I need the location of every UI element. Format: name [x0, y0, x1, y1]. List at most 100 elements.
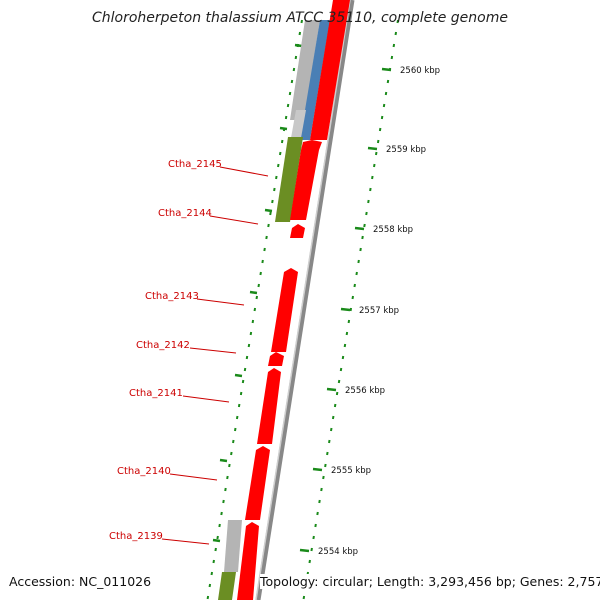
gene-label: Ctha_2143 — [145, 291, 199, 302]
gc-dot — [237, 403, 241, 408]
gc-dot — [341, 355, 345, 360]
gc-dot — [308, 559, 311, 564]
gc-dot — [322, 475, 325, 480]
gc-dot — [357, 259, 360, 264]
gc-dot — [326, 451, 329, 456]
gc-dot — [333, 403, 337, 408]
gc-dot — [331, 415, 335, 420]
gene-label: Ctha_2144 — [158, 208, 212, 219]
gc-dot — [267, 223, 270, 228]
gc-dot — [298, 31, 302, 36]
gc-marker — [279, 126, 288, 131]
gc-dot — [269, 211, 272, 216]
gc-marker — [219, 458, 228, 463]
scale-tick-mark — [367, 146, 378, 151]
accession-text: Accession: NC_011026 — [9, 574, 152, 589]
gc-dot — [278, 151, 282, 156]
gc-dot — [392, 43, 396, 48]
gc-dot — [361, 235, 364, 240]
gc-dot — [396, 19, 399, 24]
gc-dot — [263, 247, 266, 252]
gc-dot — [261, 259, 264, 264]
gc-dot — [316, 511, 319, 516]
gc-dot — [376, 139, 380, 144]
scale-tick-label: 2555 kbp — [331, 466, 371, 476]
gc-dot — [275, 175, 278, 180]
gene-label: Ctha_2141 — [129, 388, 183, 399]
gc-dot — [280, 139, 284, 144]
gc-dot — [218, 523, 221, 528]
gc-dot — [234, 427, 237, 432]
gc-dot — [312, 535, 315, 540]
scale-tick-label: 2560 kbp — [400, 66, 440, 76]
gc-dot — [216, 535, 219, 540]
gc-dot — [251, 319, 255, 324]
gc-dot — [343, 343, 347, 348]
gc-dot — [286, 103, 290, 108]
gc-dot — [273, 187, 276, 192]
scale-tick-label: 2557 kbp — [359, 306, 399, 316]
gc-dot — [206, 595, 210, 600]
gc-dot — [318, 499, 321, 504]
gc-dot — [320, 487, 323, 492]
gc-dot — [394, 31, 398, 36]
gc-dot — [300, 19, 303, 24]
gc-dot — [302, 595, 306, 600]
genome-summary-text: Topology: circular; Length: 3,293,456 bp… — [260, 574, 600, 589]
gc-marker — [212, 538, 221, 543]
gc-dot — [230, 451, 233, 456]
gc-dot — [353, 283, 356, 288]
scale-tick-mark — [326, 387, 337, 392]
gc-dot — [330, 427, 333, 432]
gene-label-leader — [196, 298, 245, 306]
gc-dot — [265, 235, 268, 240]
gc-dot — [347, 319, 351, 324]
gc-dot — [224, 487, 227, 492]
gc-dot — [339, 367, 343, 372]
gc-dot — [290, 79, 294, 84]
gene-label: Ctha_2145 — [168, 159, 222, 170]
genome-title: Chloroherpeton thalassium ATCC 35110, co… — [92, 10, 508, 26]
gc-dot — [335, 391, 339, 396]
scale-tick-mark — [312, 467, 323, 472]
gene-feature-gray-bottom — [224, 520, 242, 572]
gc-dot — [373, 163, 376, 168]
gc-dot — [378, 127, 382, 132]
scale-tick-mark — [354, 226, 365, 231]
gc-dot — [277, 163, 280, 168]
gc-dot — [349, 307, 353, 312]
gc-dot — [292, 67, 296, 72]
gc-dot — [371, 175, 374, 180]
gene-label-leader — [189, 347, 237, 354]
gc-dot — [222, 499, 225, 504]
gene-label: Ctha_2142 — [136, 340, 190, 351]
gc-dot — [243, 367, 247, 372]
gc-dot — [345, 331, 349, 336]
gc-dot — [328, 439, 331, 444]
gene-label-leader — [182, 395, 230, 403]
gc-dot — [241, 379, 245, 384]
gc-dot — [253, 307, 257, 312]
gc-dot — [235, 415, 239, 420]
genome-backbone — [255, 0, 355, 600]
gene-feature-green-bottom — [218, 572, 236, 600]
gc-dot — [382, 103, 386, 108]
gene-feature-gray-top — [290, 20, 320, 120]
gc-marker — [249, 290, 258, 295]
gene-feature-gray-mid — [291, 110, 306, 138]
gc-dot — [337, 379, 341, 384]
gc-dot — [247, 343, 251, 348]
scale-tick-mark — [340, 307, 351, 312]
gc-dot — [259, 271, 262, 276]
gc-dot — [232, 439, 235, 444]
genome-backbone-highlight — [255, 0, 351, 600]
gc-dot — [363, 223, 366, 228]
gene-feature-blue — [300, 20, 330, 140]
gc-marker — [264, 208, 273, 213]
gc-dot — [210, 571, 214, 576]
gene-label: Ctha_2139 — [109, 531, 163, 542]
gc-dot — [384, 91, 388, 96]
scale-tick-mark — [381, 67, 392, 72]
gc-dot — [220, 511, 223, 516]
gc-dot — [257, 283, 260, 288]
